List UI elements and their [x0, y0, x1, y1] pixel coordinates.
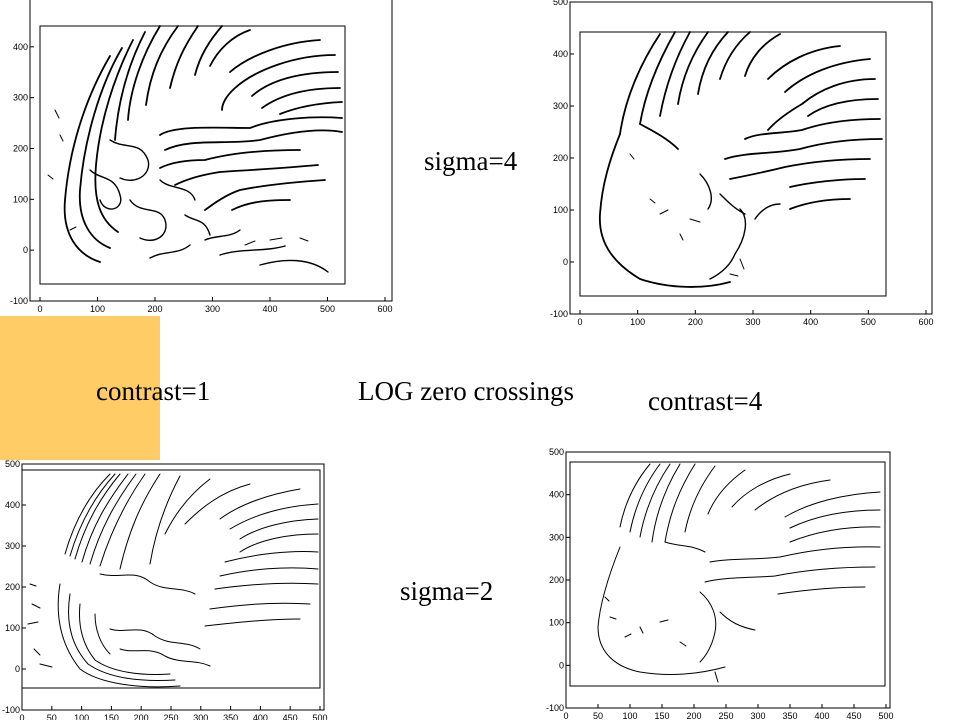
- x-ticks: 0 50 100 150 200 250 300 350 400 450 500: [19, 706, 328, 720]
- x-tick-label: 0: [563, 711, 568, 720]
- y-tick-label: -100: [2, 705, 20, 715]
- caption-log-zero-crossings: LOG zero crossings: [358, 376, 574, 406]
- zero-crossing-contours: [27, 473, 319, 688]
- image-boundary: [579, 31, 887, 297]
- y-tick-label: 100: [13, 194, 28, 204]
- y-tick-label: 300: [13, 93, 28, 103]
- y-tick-label: -100: [546, 703, 564, 713]
- x-tick-label: 600: [377, 304, 392, 314]
- x-tick-label: 100: [74, 713, 89, 720]
- zero-crossing-contours: [599, 31, 883, 288]
- x-tick-label: 400: [814, 711, 829, 720]
- plot-sigma2-contrast1: 0 50 100 150 200 250 300 350 400 450 500 -100 0 100 2…: [0, 459, 340, 720]
- x-tick-label: 300: [750, 711, 765, 720]
- plot-sigma2-contrast4: 0 50 100 150 200 250 300 350 400 450 500 -100 0 100 2…: [540, 447, 960, 720]
- y-ticks: -100 0 100 200 300 400 500: [550, 0, 574, 319]
- caption-contrast-1: contrast=1: [96, 376, 211, 406]
- x-tick-label: 300: [193, 713, 208, 720]
- x-tick-label: 0: [577, 317, 582, 327]
- y-tick-label: 500: [553, 0, 568, 7]
- x-tick-label: 100: [630, 317, 645, 327]
- y-tick-label: 400: [5, 500, 20, 510]
- y-tick-label: 0: [563, 257, 568, 267]
- zero-crossing-contours: [597, 463, 881, 683]
- y-tick-label: 500: [5, 459, 20, 469]
- x-tick-label: 200: [688, 317, 703, 327]
- x-tick-label: 500: [320, 304, 335, 314]
- y-tick-label: 100: [553, 205, 568, 215]
- x-tick-label: 500: [312, 713, 327, 720]
- y-tick-label: 400: [549, 490, 564, 500]
- x-tick-label: 500: [878, 711, 893, 720]
- y-tick-label: 100: [549, 618, 564, 628]
- caption-contrast-4: contrast=4: [648, 386, 763, 416]
- y-tick-label: 200: [549, 575, 564, 585]
- x-tick-label: 0: [37, 304, 42, 314]
- x-tick-label: 400: [262, 304, 277, 314]
- y-tick-label: 0: [559, 660, 564, 670]
- y-tick-label: 100: [5, 623, 20, 633]
- x-tick-label: 300: [745, 317, 760, 327]
- zero-crossing-contours: [47, 25, 343, 273]
- x-tick-label: 100: [90, 304, 105, 314]
- x-tick-label: 450: [283, 713, 298, 720]
- y-ticks: -100 0 100 200 300 400 500: [2, 459, 26, 715]
- x-tick-label: 250: [163, 713, 178, 720]
- y-tick-label: 0: [23, 245, 28, 255]
- image-boundary: [569, 461, 886, 687]
- y-tick-label: 200: [553, 153, 568, 163]
- caption-sigma-2: sigma=2: [400, 576, 494, 606]
- x-ticks: 0 100 200 300 400 500 600: [577, 310, 934, 327]
- x-tick-label: 150: [654, 711, 669, 720]
- x-tick-label: 300: [205, 304, 220, 314]
- y-tick-label: 300: [553, 101, 568, 111]
- x-tick-label: 50: [47, 713, 57, 720]
- y-tick-label: 200: [5, 582, 20, 592]
- image-boundary: [39, 25, 346, 285]
- y-tick-label: 500: [13, 0, 28, 1]
- plot-sigma4-contrast1-svg: 0 100 200 300 400 500 600 -100 0 100 200 300 400 500: [10, 0, 393, 314]
- y-tick-label: 400: [13, 42, 28, 52]
- y-tick-label: 200: [13, 144, 28, 154]
- caption-sigma-4: sigma=4: [424, 146, 518, 176]
- y-tick-label: 300: [549, 532, 564, 542]
- y-tick-label: 0: [15, 664, 20, 674]
- x-tick-label: 250: [718, 711, 733, 720]
- x-tick-label: 350: [782, 711, 797, 720]
- x-tick-label: 200: [134, 713, 149, 720]
- y-ticks: -100 0 100 200 300 400 500: [10, 0, 34, 306]
- image-boundary: [21, 469, 321, 689]
- x-tick-label: 600: [918, 317, 933, 327]
- x-tick-label: 450: [846, 711, 861, 720]
- x-tick-label: 500: [861, 317, 876, 327]
- x-tick-label: 200: [147, 304, 162, 314]
- y-tick-label: 500: [549, 447, 564, 457]
- y-tick-label: 400: [553, 49, 568, 59]
- x-tick-label: 50: [593, 711, 603, 720]
- highlight-box: [0, 316, 160, 460]
- y-ticks: -100 0 100 200 300 400 500: [546, 447, 570, 713]
- plot-sigma4-contrast1: 0 100 200 300 400 500 600 -100 0 100 200 300 400 500: [0, 0, 420, 320]
- y-tick-label: 300: [5, 541, 20, 551]
- x-tick-label: 200: [686, 711, 701, 720]
- plot-sigma2-contrast1-svg: 0 50 100 150 200 250 300 350 400 450 500 -10001002…: [2, 459, 328, 720]
- plot-sigma4-contrast4-svg: 0 100 200 300 400 500 600 -100 0 100 200 300 400 500: [550, 0, 934, 327]
- x-tick-label: 400: [253, 713, 268, 720]
- x-tick-label: 0: [19, 713, 24, 720]
- x-ticks: 0 50 100 150 200 250 300 350 400 450 500: [563, 704, 894, 720]
- x-ticks: 0 100 200 300 400 500 600: [37, 297, 393, 314]
- plot-sigma4-contrast4: 0 100 200 300 400 500 600 -100 0 100 200 300 400 500: [540, 0, 960, 334]
- x-tick-label: 350: [223, 713, 238, 720]
- plot-sigma2-contrast4-svg: 0 50 100 150 200 250 300 350 400 450 500 -10001002…: [546, 447, 894, 720]
- y-tick-label: -100: [550, 309, 568, 319]
- x-tick-label: 100: [622, 711, 637, 720]
- x-tick-label: 400: [803, 317, 818, 327]
- x-tick-label: 150: [104, 713, 119, 720]
- y-tick-label: -100: [10, 296, 28, 306]
